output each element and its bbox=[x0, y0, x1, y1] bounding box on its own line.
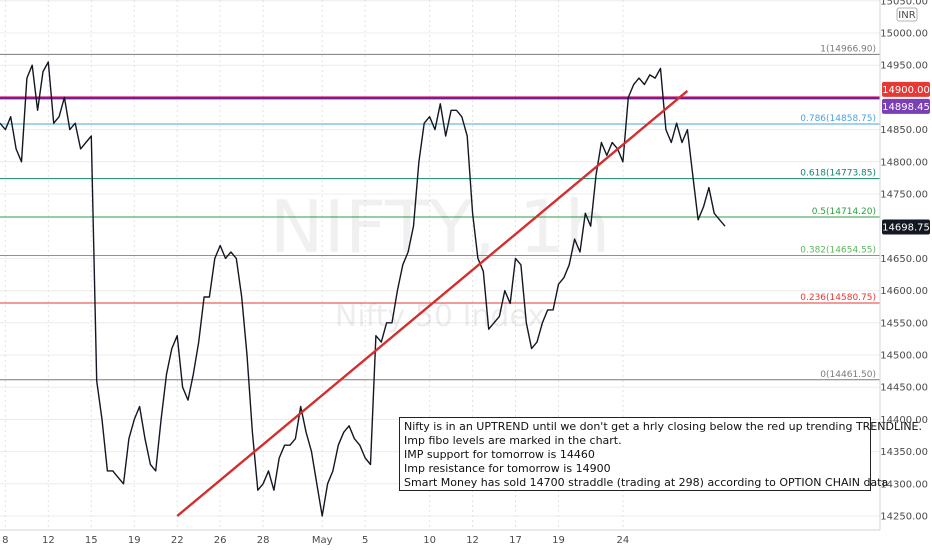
time-tick-label: May bbox=[312, 535, 333, 546]
level-badge: 14900.00 bbox=[882, 85, 930, 96]
watermark-name: Nifty 50 Index bbox=[335, 299, 545, 334]
price-line bbox=[0, 61, 726, 517]
level-badge-bg bbox=[882, 98, 930, 114]
time-tick-label: 28 bbox=[257, 535, 270, 546]
price-tick-label: 14600.00 bbox=[880, 286, 928, 297]
time-tick-label: 19 bbox=[552, 535, 565, 546]
currency-label: INR bbox=[898, 10, 915, 21]
last-price-badge-bg bbox=[882, 219, 930, 235]
price-tick-label: 14750.00 bbox=[880, 190, 928, 201]
analysis-note: Nifty is in an UPTREND until we don't ge… bbox=[399, 417, 922, 491]
fib-levels: 1(14966.90) 0.786(14858.75) 0.618(14773.85… bbox=[0, 44, 880, 381]
price-tick-label: 14350.00 bbox=[880, 447, 928, 458]
time-tick-label: 12 bbox=[466, 535, 479, 546]
time-tick-label: 24 bbox=[617, 535, 630, 546]
time-tick-label: 17 bbox=[509, 535, 522, 546]
price-tick-label: 14400.00 bbox=[880, 415, 928, 426]
price-tick-label: 14550.00 bbox=[880, 318, 928, 329]
price-tick-label: 15000.00 bbox=[880, 29, 928, 40]
price-tick-label: 15050.00 bbox=[880, 0, 928, 7]
time-tick-label: 22 bbox=[171, 535, 184, 546]
price-tick-label: 14300.00 bbox=[880, 479, 928, 490]
note-line: Smart Money has sold 14700 straddle (tra… bbox=[404, 476, 889, 489]
fib-level-label: 0.786(14858.75) bbox=[800, 114, 876, 124]
fib-level-label: 0.5(14714.20) bbox=[812, 207, 876, 217]
time-tick-label: 26 bbox=[214, 535, 227, 546]
level-badge: 14898.45 bbox=[882, 102, 930, 113]
price-tick-label: 14250.00 bbox=[880, 512, 928, 523]
fib-level-label: 1(14966.90) bbox=[820, 44, 876, 54]
time-tick-label: 12 bbox=[42, 535, 55, 546]
note-line: Imp resistance for tomorrow is 14900 bbox=[404, 462, 611, 475]
trendline bbox=[176, 90, 689, 517]
price-series bbox=[0, 61, 726, 517]
fib-level-label: 0.236(14580.75) bbox=[800, 293, 876, 303]
price-tick-label: 14950.00 bbox=[880, 61, 928, 72]
fib-level-label: 0.618(14773.85) bbox=[800, 169, 876, 179]
note-line: Nifty is in an UPTREND until we don't ge… bbox=[404, 420, 922, 433]
level-badge-bg bbox=[882, 81, 930, 97]
note-line: IMP support for tomorrow is 14460 bbox=[404, 448, 595, 461]
price-tick-label: 14850.00 bbox=[880, 125, 928, 136]
price-tick-label: 14650.00 bbox=[880, 254, 928, 265]
horizontal-levels bbox=[0, 96, 880, 100]
price-badges: 14900.00 14898.45 14698.75 bbox=[882, 81, 930, 235]
time-tick-label: 8 bbox=[2, 535, 8, 546]
fib-level-label: 0.382(14654.55) bbox=[800, 245, 876, 255]
price-tick-label: 14450.00 bbox=[880, 383, 928, 394]
price-tick-label: 14500.00 bbox=[880, 351, 928, 362]
currency-badge bbox=[896, 7, 918, 22]
time-tick-label: 10 bbox=[423, 535, 436, 546]
time-tick-label: 5 bbox=[362, 535, 368, 546]
time-tick-label: 19 bbox=[128, 535, 141, 546]
watermark-symbol: NIFTY, 1h bbox=[270, 185, 610, 269]
trendline-group[interactable] bbox=[176, 90, 689, 517]
price-tick-label: 14800.00 bbox=[880, 157, 928, 168]
time-axis[interactable]: 8 12 15 19 22 26 28 May 5 10 12 17 19 24 bbox=[0, 529, 880, 546]
last-price-badge: 14698.75 bbox=[882, 223, 930, 234]
watermark: NIFTY, 1h Nifty 50 Index bbox=[270, 185, 610, 334]
price-axis[interactable]: INR 15050.00 15000.00 14950.00 14850.00 1480… bbox=[880, 0, 928, 523]
fib-level-label: 0(14461.50) bbox=[820, 370, 876, 380]
time-tick-label: 15 bbox=[85, 535, 98, 546]
note-line: Imp fibo levels are marked in the chart. bbox=[404, 434, 622, 447]
